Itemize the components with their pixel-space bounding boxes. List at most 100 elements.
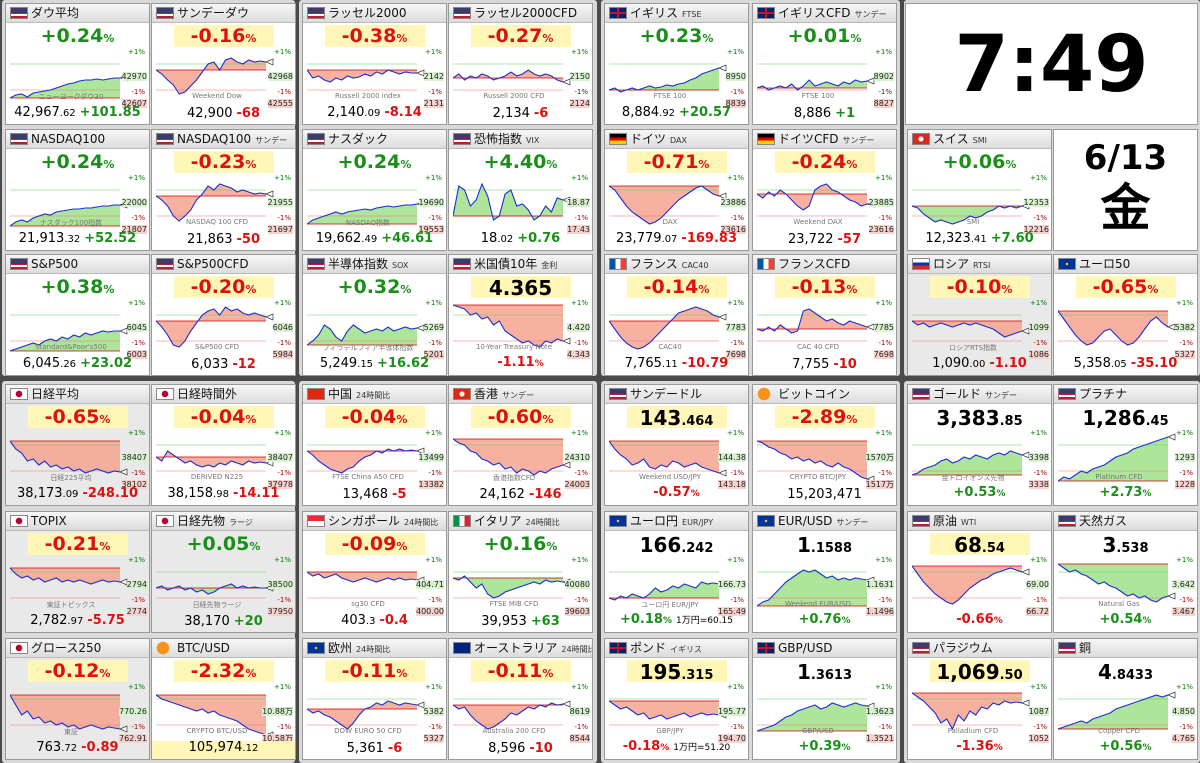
market-tile[interactable]: 香港 サンデー -0.60% 香港指数CFD 24310 24003 +1% -1% 24,16…: [448, 384, 593, 506]
change-value: +0.24: [40, 25, 104, 47]
price-change: -10: [833, 357, 857, 372]
price-change: -6: [387, 741, 403, 756]
market-tile[interactable]: ドイツ DAX -0.71% DAX 23886 23616 +1% -1% 23,779.07…: [604, 129, 749, 251]
tile-name-text: ドイツCFD: [778, 132, 839, 146]
tile-footer: 5,249.15 +16.62: [303, 356, 446, 373]
market-tile[interactable]: S&P500CFD -0.20% S&P500 CFD 6046 5984 +1% -1% 6…: [151, 254, 296, 376]
market-tile[interactable]: ポンド イギリス 195.315 GBP/JPY 195.77 194.70 +1% -1% -…: [604, 638, 749, 760]
headline-bg: [471, 660, 571, 682]
price-change: -14.11: [232, 486, 280, 501]
pct-minus: -1%: [277, 88, 291, 96]
change-value: -0.38: [341, 25, 397, 47]
market-tile[interactable]: ビットコイン -2.89% CRYPTO BTC/JPY 1570万 1517万 +1% -…: [752, 384, 897, 506]
market-tile[interactable]: イタリア 24時間比 +0.16% FTSE MIB CFD 40080 39603 +1%…: [448, 511, 593, 633]
market-tile[interactable]: ダウ平均 +0.24% ニューヨークダウ30 42970 42607 +1% -1% 42,9…: [5, 3, 150, 125]
market-tile[interactable]: 欧州 24時間比 -0.11% DOW EURO 50 CFD 5382 5327 +1% -…: [302, 638, 447, 760]
tile-header: 日経時間外: [152, 385, 295, 404]
market-tile[interactable]: NASDAQ100 +0.24% ナスダック100指数 22000 21807 +1% -1…: [5, 129, 150, 251]
price-int: 2,134: [492, 106, 530, 121]
price-change: -57: [837, 232, 862, 247]
market-tile[interactable]: 天然ガス 3.538 Natural Gas 3.642 3.467 +1% -1% +0.5…: [1053, 511, 1198, 633]
high-level: 12353: [1023, 198, 1049, 207]
market-tile[interactable]: ロシア RTSI -0.10% ロシアRTS指数 1099 1086 +1% -1% 1,090…: [907, 254, 1052, 376]
tile-header: サンデーダウ: [152, 4, 295, 23]
pct-plus: +1%: [571, 683, 588, 691]
tile-footer: 18.02 +0.76: [449, 231, 592, 248]
market-tile[interactable]: GBP/USD 1.3613 GBP/USD 1.3623 1.3521 +1% -1% +0…: [752, 638, 897, 760]
market-tile[interactable]: グロース250 -0.12% 東証 770.26 762.91 +1% -1% 763.72-…: [5, 638, 150, 760]
market-tile[interactable]: EUR/USD サンデー 1.1588 Weekend EUR/USD 1.1631 1.…: [752, 511, 897, 633]
tile-header: ドイツ DAX: [605, 130, 748, 149]
change-value: +0.53: [953, 485, 997, 500]
market-tile[interactable]: 日経時間外 -0.04% DERIVED N225 38407 37978 +1% -1% 3…: [151, 384, 296, 506]
market-tile[interactable]: 日経平均 -0.65% 日経225平均 38407 38102 +1% -1% 38,173.…: [5, 384, 150, 506]
market-tile[interactable]: イギリス FTSE +0.23% FTSE 100 8950 8839 +1% -1% 8,88…: [604, 3, 749, 125]
market-tile[interactable]: 恐怖指数 VIX +4.40% 18.87 17.43 +1% -1% 18.02 +0.76: [448, 129, 593, 251]
tile-name-text: ゴールド: [933, 387, 982, 401]
market-tile[interactable]: 中国 24時間比 -0.04% FTSE China A50 CFD 13499 1338…: [302, 384, 447, 506]
market-tile[interactable]: 銅 4.8433 Copper CFD 4.850 4.765 +1% -1% +0.56%: [1053, 638, 1198, 760]
high-level: 18.87: [567, 198, 590, 207]
tile-header: S&P500CFD: [152, 255, 295, 274]
market-tile[interactable]: ナスダック +0.24% NASDAQ指数 19690 19553 +1% -1% 19,66…: [302, 129, 447, 251]
change-percent: -0.16%: [152, 23, 295, 52]
market-tile[interactable]: サンデードル 143.464 Weekend USD/JPY 144.38 143.18…: [604, 384, 749, 506]
market-tile[interactable]: ユーロ50 -0.65% 5382 5327 +1% -1% 5,358.05 -35.10: [1053, 254, 1198, 376]
market-tile[interactable]: スイス SMI +0.06% SMI 12353 12216 +1% -1% 12,323.41…: [907, 129, 1052, 251]
market-tile[interactable]: ラッセル2000CFD -0.27% Russell 2000 CFD 2150 212…: [448, 3, 593, 125]
price-chart: [1058, 563, 1176, 603]
change-value: -0.16: [190, 25, 246, 47]
pct-plus: +1%: [571, 556, 588, 564]
market-tile[interactable]: フランス CAC40 -0.14% CAC40 7783 7698 +1% -1% 7,765.…: [604, 254, 749, 376]
market-tile[interactable]: TOPIX -0.21% 東証トピックス 2794 2774 +1% -1% 2,782.97…: [5, 511, 150, 633]
us-flag-icon: [156, 133, 174, 145]
price-chart: [609, 440, 727, 477]
tile-name: 原油 WTI: [933, 512, 976, 530]
market-tile[interactable]: プラチナ 1,286.45 Platinum CFD 1293 1228 +1% -1% +2…: [1053, 384, 1198, 506]
percent-sign: %: [400, 158, 412, 171]
market-tile[interactable]: S&P500 +0.38% Standard&Poor's500 6045 6003 +1…: [5, 254, 150, 376]
high-level: 38407: [267, 453, 293, 462]
low-level: 5327: [1174, 350, 1195, 359]
pct-plus: +1%: [1176, 683, 1193, 691]
market-tile[interactable]: オーストラリア24時間比-0.11%Australia 200 CFD86198…: [448, 638, 593, 760]
last-price-marker: [866, 77, 875, 85]
last-price-marker: [562, 78, 571, 86]
market-tile[interactable]: ユーロ円 EUR/JPY 166.242 ユーロ円 EUR/JPY 166.73 165.…: [604, 511, 749, 633]
market-tile[interactable]: NASDAQ100 サンデー -0.23% NASDAQ 100 CFD 21955 21…: [151, 129, 296, 251]
pct-plus: +1%: [425, 429, 442, 437]
market-tile[interactable]: フランスCFD -0.13% CAC 40 CFD 7785 7698 +1% -1% 7,7…: [752, 254, 897, 376]
market-tile[interactable]: シンガポール 24時間比 -0.09% sg30 CFD 404.71 400.00 +1%…: [302, 511, 447, 633]
price-line: [1058, 436, 1169, 482]
headline-bg: [627, 406, 727, 428]
low-level: 6003: [126, 350, 147, 359]
market-tile[interactable]: ゴールド サンデー 3,383.85 金トロイオンス先物 3398 3338 +1% -1% +…: [907, 384, 1052, 506]
market-tile[interactable]: ラッセル2000 -0.38% Russell 2000 index 2142 2131…: [302, 3, 447, 125]
sg-flag-icon: [307, 515, 325, 527]
change-percent: +0.01%: [753, 23, 896, 52]
pct-plus: +1%: [1176, 556, 1193, 564]
price-chart: [609, 185, 727, 225]
percent-sign: %: [99, 413, 111, 426]
uk-flag-icon: [609, 642, 627, 654]
market-tile[interactable]: サンデーダウ -0.16% Weekend Dow 42968 42555 +1% -1% 4…: [151, 3, 296, 125]
price-int: 23,779: [616, 231, 662, 246]
market-tile[interactable]: BTC/USD -2.32% CRYPTO BTC/USD 10.88万 10.58万 +…: [151, 638, 296, 760]
market-tile[interactable]: ドイツCFD サンデー -0.24% Weekend DAX 23885 23616 +1%…: [752, 129, 897, 251]
price-change: -0.89: [81, 740, 119, 755]
tile-header: NASDAQ100: [6, 130, 149, 149]
market-tile[interactable]: 半導体指数 SOX +0.32% フィラデルフィア半導体指数 5269 5201 +1% -1…: [302, 254, 447, 376]
market-tile[interactable]: 原油 WTI 68.54 69.00 66.72 +1% -1% -0.66%: [907, 511, 1052, 633]
pct-plus: +1%: [1176, 429, 1193, 437]
market-tile[interactable]: 米国債10年 金利 4.365 10-Year Treasury Note 4.420 4…: [448, 254, 593, 376]
tile-name-text: ドイツ: [630, 132, 667, 146]
market-tile[interactable]: パラジウム 1,069.50 Palladium CFD 1087 1052 +1% -1%…: [907, 638, 1052, 760]
tile-name-text: イギリス: [630, 6, 679, 20]
market-tile[interactable]: 日経先物 ラージ +0.05% 日経先物ラージ 38500 37950 +1% -1% 38,1…: [151, 511, 296, 633]
tile-name-text: シンガポール: [328, 514, 401, 528]
market-tile[interactable]: イギリスCFD サンデー +0.01% FTSE 100 8902 8827 +1% -1% 8…: [752, 3, 897, 125]
big-price-int: 1,069: [936, 660, 1000, 684]
tile-subtitle: サンデー: [502, 391, 535, 400]
chart-watermark: GBP/USD: [802, 727, 834, 735]
tile-name-text: 恐怖指数: [474, 132, 523, 146]
